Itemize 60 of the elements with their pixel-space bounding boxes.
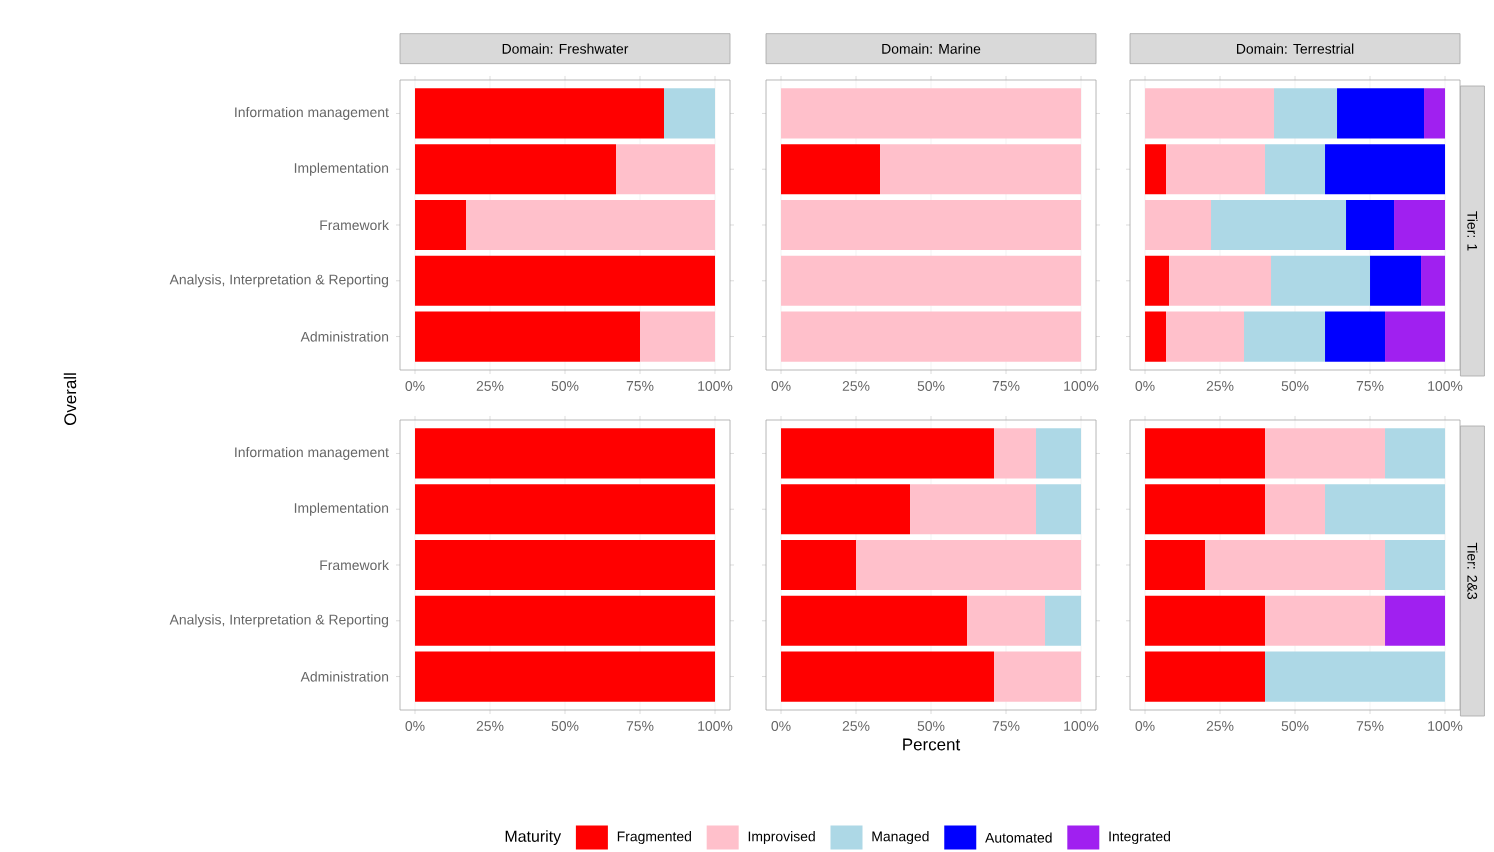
bar: [1325, 311, 1386, 362]
bar: [1265, 595, 1386, 646]
bar: [415, 199, 467, 251]
bar: [1145, 255, 1170, 306]
bar: [781, 428, 995, 479]
bar: [967, 595, 1046, 646]
bar: [415, 88, 665, 139]
bar: [1145, 311, 1167, 362]
bar: [1271, 255, 1371, 306]
bar: [415, 144, 617, 195]
bar: [1169, 255, 1272, 306]
bar: [1325, 144, 1446, 195]
bar: [1036, 484, 1082, 535]
bar: [1244, 311, 1326, 362]
bar: [1337, 88, 1425, 139]
bar: [1145, 651, 1266, 702]
bar: [415, 311, 641, 362]
bar: [781, 484, 911, 535]
bar: [1346, 199, 1395, 251]
bar: [1325, 484, 1446, 535]
bar: [1145, 144, 1167, 195]
bar: [994, 428, 1037, 479]
bar: [1265, 428, 1386, 479]
bar: [1145, 88, 1275, 139]
bar: [781, 539, 857, 591]
bar: [1145, 199, 1212, 251]
bar: [1265, 144, 1326, 195]
bar: [1166, 311, 1245, 362]
bar: [1211, 199, 1347, 251]
bar: [1166, 144, 1266, 195]
bar: [1145, 484, 1266, 535]
bar: [1036, 428, 1082, 479]
bar: [994, 651, 1082, 702]
bar: [1145, 428, 1266, 479]
bar: [1385, 428, 1446, 479]
bar: [856, 539, 1082, 591]
bar: [1205, 539, 1386, 591]
bar: [1424, 88, 1446, 139]
bar: [616, 144, 716, 195]
bar: [1145, 595, 1266, 646]
bar: [1385, 539, 1446, 591]
bar: [1045, 595, 1082, 646]
bar: [781, 651, 995, 702]
bar: [1370, 255, 1422, 306]
x-axis-title: Percent: [903, 738, 961, 751]
bar: [1274, 88, 1338, 139]
bar: [1265, 651, 1446, 702]
bar: [1145, 539, 1206, 591]
bar: [664, 88, 716, 139]
bar: [466, 199, 716, 251]
bar: [1265, 484, 1326, 535]
bar: [640, 311, 716, 362]
bar: [781, 595, 968, 646]
bar: [1394, 199, 1446, 251]
bar: [910, 484, 1037, 535]
bar: [1421, 255, 1446, 306]
y-axis-title: Overall: [63, 373, 77, 426]
bar: [415, 255, 716, 306]
bar: [1385, 595, 1446, 646]
bar: [1385, 311, 1446, 362]
